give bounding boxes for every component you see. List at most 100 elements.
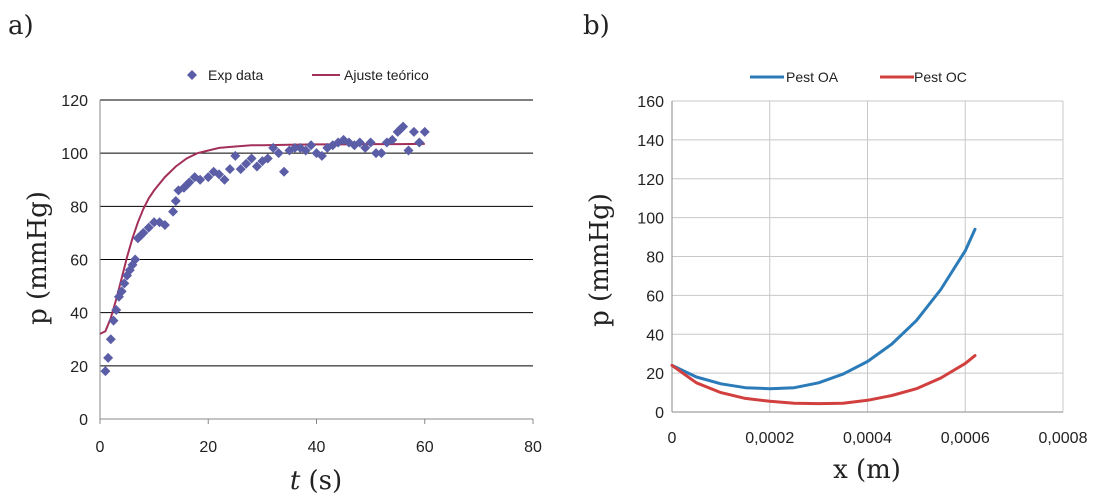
chart-b-x-axis-title: x (m)	[833, 455, 901, 485]
data-point	[279, 166, 290, 177]
panel-label-a: a)	[8, 11, 34, 41]
data-point	[203, 172, 214, 183]
x-tick-label: 60	[416, 439, 434, 456]
chart-b-x-ticks: 0 0,0002 0,0004 0,0006 0,0008	[668, 430, 1088, 447]
series-line-pest-oa	[670, 227, 977, 391]
x-tick-label: 20	[199, 439, 217, 456]
y-tick-label: 80	[70, 199, 88, 216]
data-point	[365, 137, 376, 148]
y-tick-label: 100	[61, 146, 88, 163]
data-point	[214, 169, 225, 180]
chart-b-axes	[671, 101, 1063, 413]
data-point	[376, 148, 387, 159]
x-tick-label: 0,0006	[941, 430, 990, 447]
data-point	[251, 161, 262, 172]
chart-b-gridlines	[672, 100, 1064, 412]
y-tick-label: 20	[70, 359, 88, 376]
data-point	[306, 140, 317, 151]
series-line-ajuste	[99, 142, 425, 335]
data-point	[262, 153, 273, 164]
data-point	[241, 158, 252, 169]
data-point	[138, 227, 149, 238]
data-point	[419, 126, 430, 137]
chart-a-x-ticks: 0 20 40 60 80	[96, 419, 542, 456]
data-point	[130, 254, 141, 265]
x-tick-label: 80	[524, 439, 542, 456]
x-tick-label: 0	[96, 439, 105, 456]
y-tick-label: 60	[646, 288, 664, 305]
y-tick-label: 40	[70, 306, 88, 323]
chart-b: b) 0 20 40 60 80 100 120 140 160 0 0,0002 0,0004 0,…	[583, 11, 1088, 485]
y-tick-label: 120	[61, 93, 88, 110]
chart-a-x-axis-title-italic: t	[290, 466, 301, 493]
y-tick-label: 0	[79, 412, 88, 429]
chart-a: a) 0 20 40 60 80 100 120 0 20 40 60 80 Exp data Aj…	[8, 11, 542, 493]
chart-a-exp-series	[100, 121, 430, 377]
y-tick-label: 40	[646, 327, 664, 344]
data-point	[387, 134, 398, 145]
data-point	[273, 148, 284, 159]
data-point	[149, 217, 160, 228]
data-point	[300, 145, 311, 156]
legend-label-ajuste: Ajuste teórico	[344, 67, 429, 83]
data-point	[235, 164, 246, 175]
legend-marker-exp-data	[187, 70, 197, 80]
y-tick-label: 0	[655, 405, 664, 422]
data-point	[414, 137, 425, 148]
chart-b-series	[670, 227, 977, 406]
data-point	[143, 222, 154, 233]
data-point	[224, 164, 235, 175]
data-point	[116, 286, 127, 297]
data-point	[111, 305, 122, 316]
data-point	[246, 153, 257, 164]
x-tick-label: 0	[668, 430, 677, 447]
chart-a-y-ticks: 0 20 40 60 80 100 120	[61, 93, 88, 429]
chart-a-x-axis-title-rest: (s)	[300, 466, 342, 493]
data-point	[354, 137, 365, 148]
chart-a-legend: Exp data Ajuste teórico	[187, 67, 429, 83]
y-tick-label: 120	[637, 172, 664, 189]
y-tick-label: 140	[637, 133, 664, 150]
data-point	[289, 142, 300, 153]
chart-b-legend: Pest OA Pest OC	[750, 69, 967, 85]
legend-label-exp-data: Exp data	[208, 67, 263, 83]
data-point	[170, 196, 181, 207]
y-tick-label: 20	[646, 366, 664, 383]
data-point	[268, 142, 279, 153]
chart-a-x-axis-title: t (s)	[290, 466, 342, 493]
data-point	[392, 126, 403, 137]
y-tick-label: 60	[70, 253, 88, 270]
x-tick-label: 40	[308, 439, 326, 456]
chart-a-y-axis-title: p (mmHg)	[23, 191, 53, 325]
data-point	[219, 174, 230, 185]
chart-b-y-ticks: 0 20 40 60 80 100 120 140 160	[637, 94, 664, 422]
chart-a-gridlines	[100, 99, 533, 367]
data-point	[195, 174, 206, 185]
legend-label-pest-oc: Pest OC	[914, 69, 967, 85]
data-point	[371, 148, 382, 159]
data-point	[108, 315, 119, 326]
data-point	[398, 121, 409, 132]
x-tick-label: 0,0008	[1039, 430, 1088, 447]
y-tick-label: 160	[637, 94, 664, 111]
x-tick-label: 0,0004	[843, 430, 892, 447]
data-point	[230, 150, 241, 161]
series-line-pest-oc	[670, 354, 977, 406]
data-point	[360, 142, 371, 153]
data-point	[100, 366, 111, 377]
data-point	[316, 150, 327, 161]
x-tick-label: 0,0002	[745, 430, 794, 447]
chart-a-fit-series	[99, 142, 425, 335]
data-point	[184, 177, 195, 188]
data-point	[403, 145, 414, 156]
data-point	[103, 352, 114, 363]
chart-b-y-axis-title: p (mmHg)	[585, 193, 615, 327]
legend-label-pest-oa: Pest OA	[786, 69, 839, 85]
data-point	[168, 206, 179, 217]
y-tick-label: 80	[646, 250, 664, 267]
data-point	[159, 219, 170, 230]
panel-label-b: b)	[583, 11, 610, 41]
data-point	[408, 126, 419, 137]
y-tick-label: 100	[637, 211, 664, 228]
